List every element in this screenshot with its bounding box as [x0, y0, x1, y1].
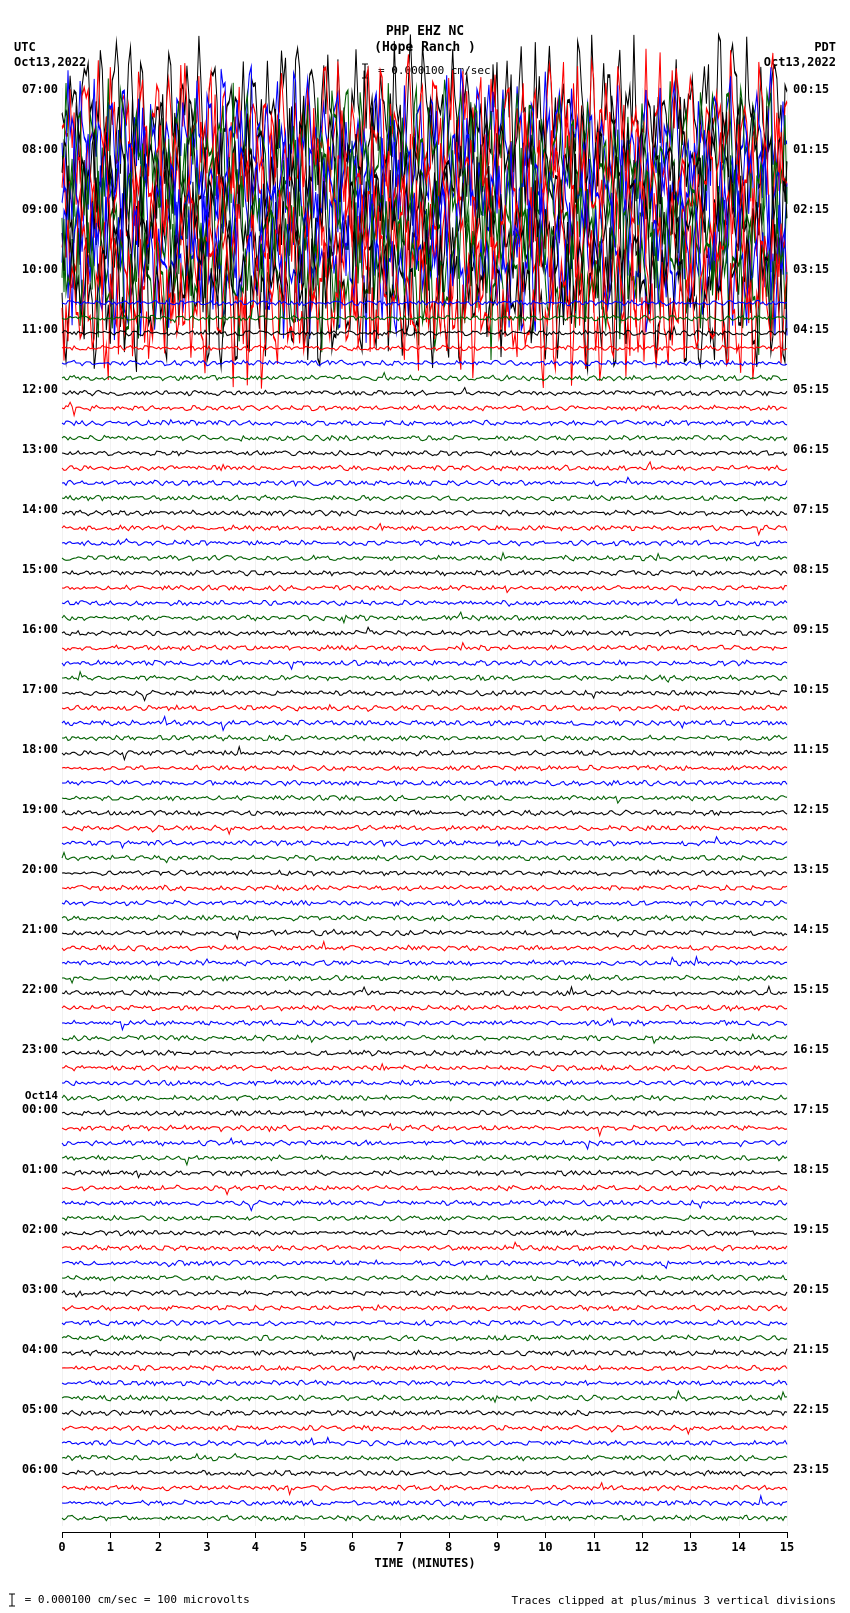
- xaxis-tick-label: 13: [675, 1540, 705, 1554]
- pdt-hour-label: 15:15: [793, 982, 843, 996]
- utc-hour-label: 20:00: [3, 862, 58, 876]
- xaxis-title: TIME (MINUTES): [0, 1556, 850, 1570]
- utc-hour-label: 08:00: [3, 142, 58, 156]
- pdt-hour-label: 22:15: [793, 1402, 843, 1416]
- xaxis-tick-label: 11: [579, 1540, 609, 1554]
- pdt-hour-label: 05:15: [793, 382, 843, 396]
- xaxis-tick-label: 0: [47, 1540, 77, 1554]
- utc-hour-label: 23:00: [3, 1042, 58, 1056]
- helicorder-plot: [62, 88, 787, 1526]
- seismic-trace: [62, 1509, 787, 1527]
- footer-scale: = 0.000100 cm/sec = 100 microvolts: [6, 1593, 250, 1607]
- xaxis-tick-label: 2: [144, 1540, 174, 1554]
- utc-hour-label: 18:00: [3, 742, 58, 756]
- xaxis-tick-label: 8: [434, 1540, 464, 1554]
- utc-hour-label: 12:00: [3, 382, 58, 396]
- pdt-hour-label: 04:15: [793, 322, 843, 336]
- xaxis-tick-label: 9: [482, 1540, 512, 1554]
- xaxis-tick-label: 3: [192, 1540, 222, 1554]
- footer-clip-note: Traces clipped at plus/minus 3 vertical …: [511, 1594, 836, 1607]
- pdt-hour-label: 01:15: [793, 142, 843, 156]
- date-midline-label: Oct14: [3, 1089, 58, 1102]
- utc-hour-label: 02:00: [3, 1222, 58, 1236]
- pdt-hour-label: 19:15: [793, 1222, 843, 1236]
- xaxis-tick-label: 10: [530, 1540, 560, 1554]
- xaxis-tick-label: 14: [724, 1540, 754, 1554]
- pdt-hour-label: 11:15: [793, 742, 843, 756]
- utc-hour-label: 01:00: [3, 1162, 58, 1176]
- pdt-hour-label: 06:15: [793, 442, 843, 456]
- utc-hour-label: 16:00: [3, 622, 58, 636]
- utc-hour-label: 00:00: [3, 1102, 58, 1116]
- xaxis-tick-label: 6: [337, 1540, 367, 1554]
- pdt-hour-label: 09:15: [793, 622, 843, 636]
- xaxis-tick-label: 4: [240, 1540, 270, 1554]
- pdt-hour-label: 00:15: [793, 82, 843, 96]
- utc-hour-label: 07:00: [3, 82, 58, 96]
- utc-hour-label: 10:00: [3, 262, 58, 276]
- utc-hour-label: 04:00: [3, 1342, 58, 1356]
- utc-hour-label: 21:00: [3, 922, 58, 936]
- pdt-hour-label: 08:15: [793, 562, 843, 576]
- pdt-hour-label: 18:15: [793, 1162, 843, 1176]
- pdt-hour-label: 21:15: [793, 1342, 843, 1356]
- utc-hour-label: 17:00: [3, 682, 58, 696]
- utc-hour-label: 06:00: [3, 1462, 58, 1476]
- utc-hour-label: 19:00: [3, 802, 58, 816]
- pdt-hour-label: 02:15: [793, 202, 843, 216]
- utc-hour-label: 09:00: [3, 202, 58, 216]
- utc-hour-label: 11:00: [3, 322, 58, 336]
- pdt-hour-label: 17:15: [793, 1102, 843, 1116]
- xaxis-tick-label: 5: [289, 1540, 319, 1554]
- utc-hour-label: 05:00: [3, 1402, 58, 1416]
- utc-hour-label: 22:00: [3, 982, 58, 996]
- pdt-hour-label: 13:15: [793, 862, 843, 876]
- pdt-hour-label: 03:15: [793, 262, 843, 276]
- pdt-hour-label: 16:15: [793, 1042, 843, 1056]
- xaxis-tick-label: 12: [627, 1540, 657, 1554]
- pdt-hour-label: 23:15: [793, 1462, 843, 1476]
- station-title: PHP EHZ NC: [0, 24, 850, 39]
- date-left: Oct13,2022: [14, 55, 86, 69]
- utc-hour-label: 15:00: [3, 562, 58, 576]
- pdt-hour-label: 20:15: [793, 1282, 843, 1296]
- pdt-hour-label: 14:15: [793, 922, 843, 936]
- timezone-right: PDT: [814, 40, 836, 54]
- utc-hour-label: 14:00: [3, 502, 58, 516]
- xaxis-tick-label: 1: [95, 1540, 125, 1554]
- pdt-hour-label: 07:15: [793, 502, 843, 516]
- utc-hour-label: 03:00: [3, 1282, 58, 1296]
- pdt-hour-label: 12:15: [793, 802, 843, 816]
- station-subtitle: (Hope Ranch ): [0, 40, 850, 55]
- xaxis-tick-label: 15: [772, 1540, 802, 1554]
- timezone-left: UTC: [14, 40, 36, 54]
- xaxis-tick-label: 7: [385, 1540, 415, 1554]
- utc-hour-label: 13:00: [3, 442, 58, 456]
- pdt-hour-label: 10:15: [793, 682, 843, 696]
